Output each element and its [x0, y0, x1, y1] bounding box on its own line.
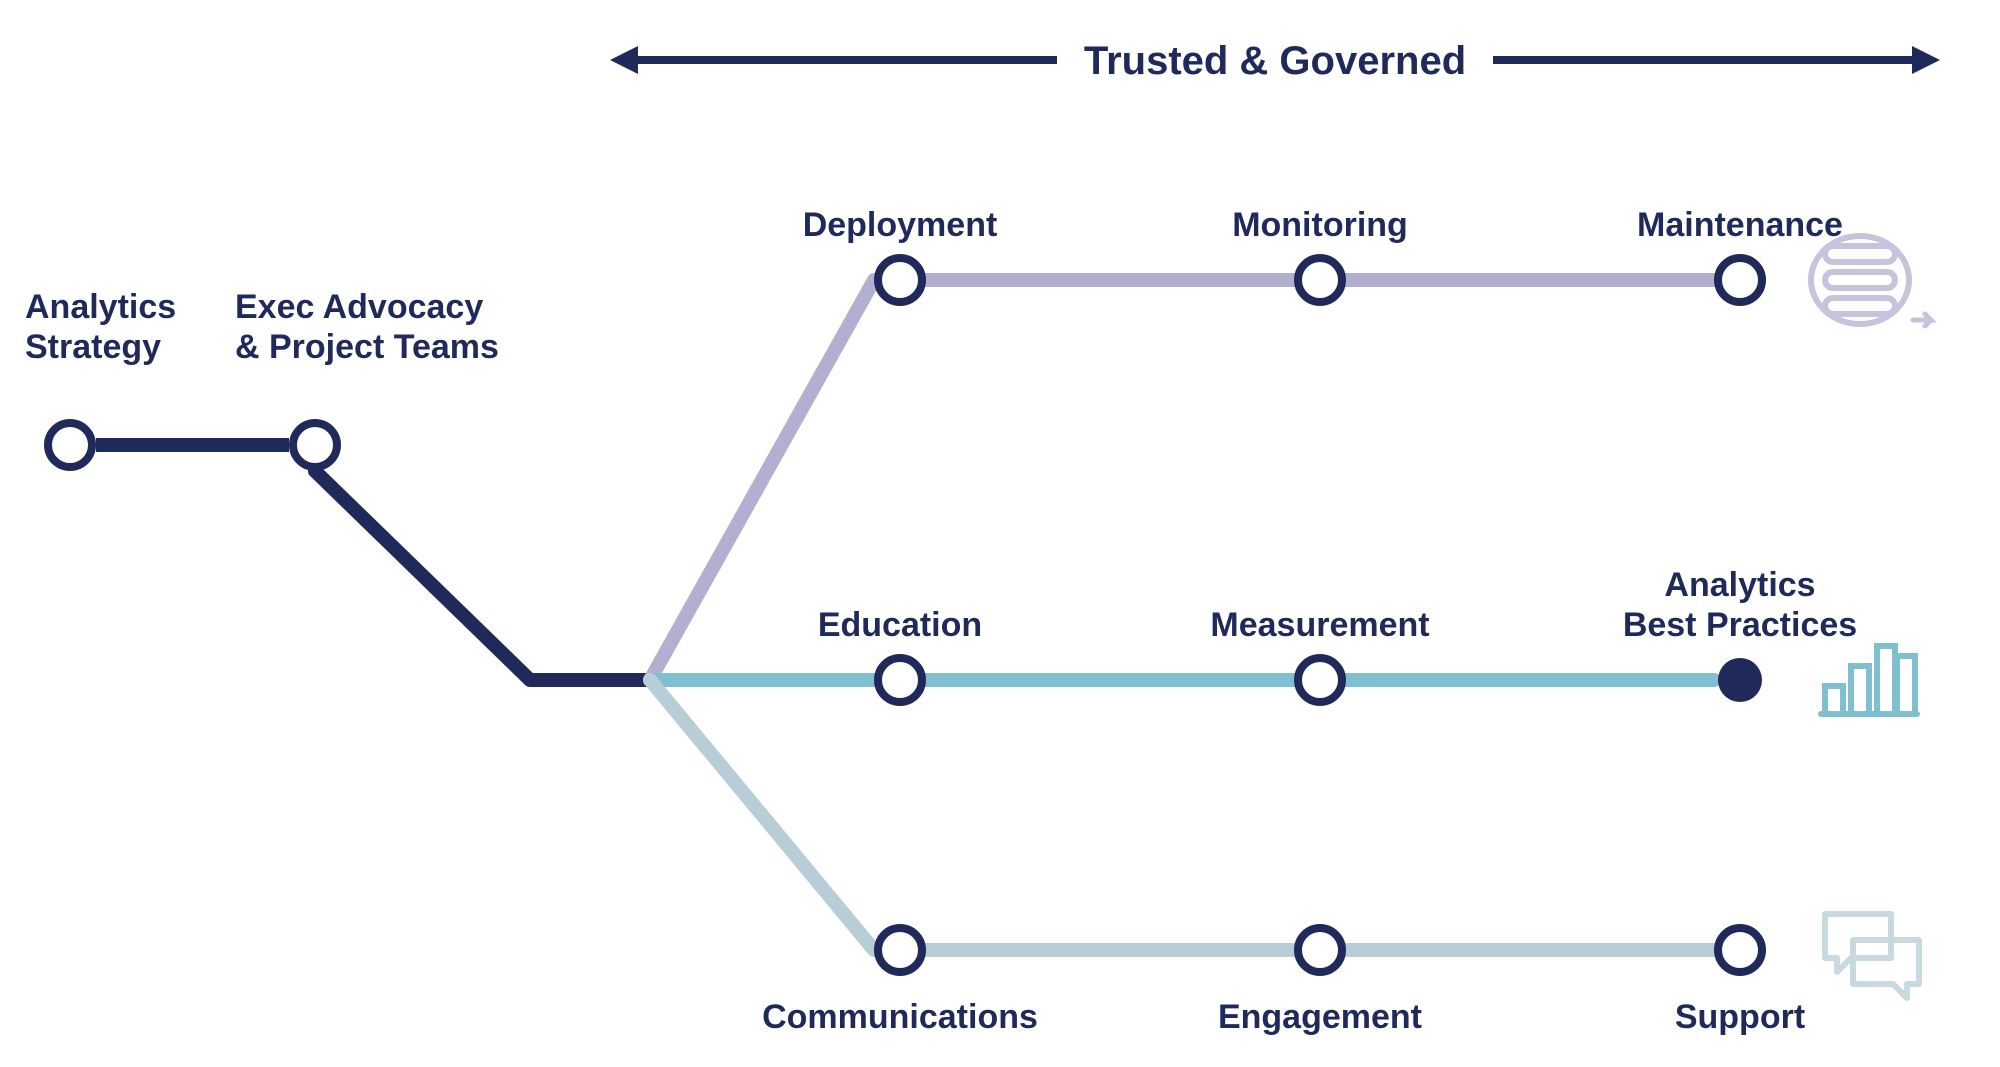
label-support: Support	[1675, 998, 1805, 1036]
header-arrow-left	[610, 46, 638, 74]
label-communications: Communications	[762, 998, 1038, 1036]
label-exec-advocacy: Exec Advocacy& Project Teams	[235, 288, 499, 366]
branch-bot-connector	[650, 680, 874, 950]
node-education	[878, 658, 922, 702]
node-monitoring	[1298, 258, 1342, 302]
header-arrow-right	[1912, 46, 1940, 74]
branch-mid-icon	[1821, 646, 1917, 714]
label-monitoring: Monitoring	[1232, 206, 1408, 244]
trunk-seg-2	[315, 471, 650, 680]
node-best-practices	[1718, 658, 1762, 702]
node-exec-advocacy	[293, 423, 337, 467]
node-engagement	[1298, 928, 1342, 972]
label-measurement: Measurement	[1210, 606, 1429, 644]
branch-top-icon	[1811, 236, 1931, 326]
branch-bot-icon	[1825, 914, 1919, 998]
node-analytics-strategy	[48, 423, 92, 467]
header-label: Trusted & Governed	[1084, 39, 1466, 83]
label-engagement: Engagement	[1218, 998, 1422, 1036]
node-support	[1718, 928, 1762, 972]
label-education: Education	[818, 606, 982, 644]
node-maintenance	[1718, 258, 1762, 302]
label-deployment: Deployment	[803, 206, 998, 244]
label-analytics-strategy: AnalyticsStrategy	[25, 288, 176, 366]
label-best-practices: AnalyticsBest Practices	[1623, 566, 1857, 644]
node-communications	[878, 928, 922, 972]
label-maintenance: Maintenance	[1637, 206, 1843, 244]
node-deployment	[878, 258, 922, 302]
node-measurement	[1298, 658, 1342, 702]
